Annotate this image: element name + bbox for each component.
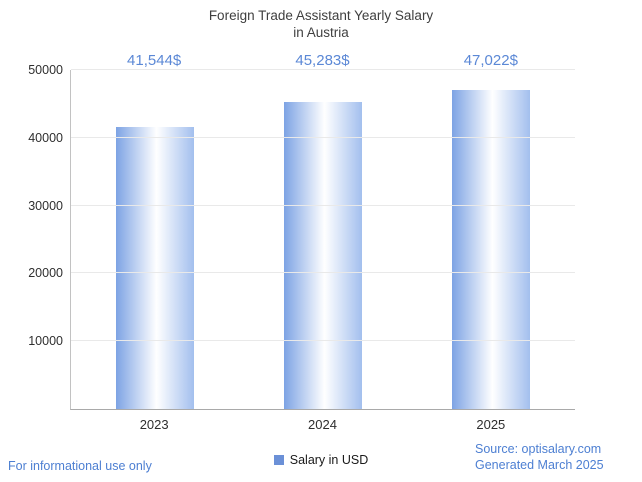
gridline: [71, 272, 575, 274]
bar-2025: [452, 90, 530, 409]
legend-label: Salary in USD: [289, 453, 369, 467]
legend-swatch-icon: [273, 455, 284, 465]
y-tick-label: 30000: [28, 198, 63, 213]
legend: Salary in USD: [0, 453, 642, 467]
gridline: [71, 136, 575, 138]
bar-value-label: 45,283$: [295, 52, 350, 69]
source-text: Source: optisalary.com: [475, 442, 602, 456]
bar-slot: [239, 70, 407, 409]
source-info: Source: optisalary.com Generated March 2…: [475, 441, 604, 473]
y-tick-label: 40000: [28, 130, 63, 145]
bar-slot: [71, 70, 239, 409]
gridline: [71, 69, 575, 70]
bar-value-labels: 41,544$ 45,283$ 47,022$: [70, 52, 575, 69]
plot-area: 10000 20000 30000 40000 50000: [28, 63, 575, 410]
chart-title: Foreign Trade Assistant Yearly Salary in…: [0, 7, 642, 41]
bar-value-label: 47,022$: [463, 52, 518, 69]
bars-container: [71, 70, 575, 409]
bar-2023: [116, 127, 194, 409]
chart-title-line2: in Austria: [293, 25, 349, 40]
generated-text: Generated March 2025: [475, 458, 604, 472]
x-tick-label: 2023: [139, 417, 169, 432]
x-axis-labels: 2023 2024 2025: [70, 417, 575, 432]
y-tick-label: 10000: [28, 334, 63, 349]
chart-title-line1: Foreign Trade Assistant Yearly Salary: [208, 8, 434, 23]
gridline: [71, 204, 575, 206]
y-tick-label: 20000: [28, 266, 63, 281]
y-tick-label: 50000: [28, 63, 63, 77]
x-tick-label: 2024: [308, 417, 337, 432]
bar-2024: [284, 101, 362, 409]
x-tick-label: 2025: [476, 417, 506, 432]
bar-slot: [407, 70, 575, 409]
disclaimer-text: For informational use only: [8, 459, 152, 473]
bar-value-label: 41,544$: [127, 52, 182, 69]
gridline: [71, 340, 575, 342]
